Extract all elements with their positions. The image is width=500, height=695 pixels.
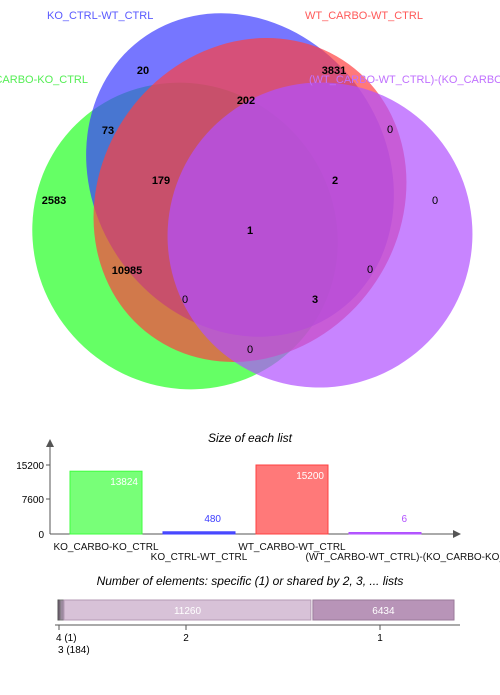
shared-segment-value-2: 11260: [174, 606, 202, 617]
venn-set-purple: [167, 82, 473, 388]
region-count-purple-only: 0: [432, 195, 438, 207]
shared-chart-label-four: 4 (1): [56, 633, 77, 644]
region-count-green-purple: 0: [247, 344, 253, 356]
size-bar-value-0: 13824: [110, 477, 138, 488]
size-bar-label-3: (WT_CARBO-WT_CTRL)-(KO_CARBO-KO_CTRL): [306, 552, 500, 563]
region-count-ko-wt-carbo: 202: [237, 95, 255, 107]
size-chart-y-arrow: [46, 439, 54, 447]
venn-label-ko-ctrl: KO_CTRL-WT_CTRL: [47, 10, 153, 22]
size-bar-label-0: KO_CARBO-KO_CTRL: [53, 542, 158, 553]
shared-chart: Number of elements: specific (1) or shar…: [55, 574, 460, 656]
shared-chart-label-three: 3 (184): [58, 645, 90, 656]
region-count-ko-ctrl-only: 20: [137, 65, 149, 77]
venn-region-counts: 20 3831 202 73 0 2583 179 2 0 1 10985 0 …: [42, 65, 438, 356]
size-chart-x-arrow: [453, 530, 461, 538]
region-count-green-only: 2583: [42, 195, 66, 207]
size-chart: Size of each list 15200 7600 0 13824 KO_C…: [16, 431, 500, 563]
region-count-ko-wt-purple: 2: [332, 175, 338, 187]
size-bar-value-1: 480: [204, 514, 221, 525]
shared-segment-3: [59, 599, 65, 621]
region-count-green-ko: 73: [102, 125, 114, 137]
size-bar-value-3: 6: [401, 514, 407, 525]
shared-segment-1: [312, 599, 455, 621]
venn-label-wt-carbo: WT_CARBO-WT_CTRL: [305, 10, 423, 22]
size-bar-1: [162, 531, 236, 535]
size-bar-label-2: WT_CARBO-WT_CTRL: [238, 542, 346, 553]
shared-segment-value-1: 6434: [372, 606, 395, 617]
shared-segment-2: [63, 599, 312, 621]
venn-diagram: [32, 13, 473, 390]
venn-label-purple: (WT_CARBO-WT_CTRL)-(KO_CARBO-KO_CTRL): [309, 74, 500, 86]
size-bar-label-1: KO_CTRL-WT_CTRL: [151, 552, 248, 563]
region-count-green-wt: 10985: [112, 265, 143, 277]
region-count-ko-purple: 0: [367, 264, 373, 276]
size-chart-ytick-mid: 7600: [22, 495, 45, 506]
region-count-green-wt-purple: 3: [312, 294, 318, 306]
size-chart-ytick-top: 15200: [16, 461, 44, 472]
size-bar-3: [348, 532, 422, 535]
region-count-green-ko-wt: 179: [152, 175, 170, 187]
size-bar-0: [69, 470, 143, 535]
size-bar-2: [255, 464, 329, 535]
size-chart-ytick-zero: 0: [38, 530, 44, 541]
shared-chart-label-one: 1: [377, 633, 383, 644]
shared-chart-label-two: 2: [183, 633, 189, 644]
region-count-wt-carbo-only: 3831: [322, 65, 346, 77]
region-count-all-four: 1: [247, 225, 253, 237]
venn-label-green: WT_CARBO-KO_CTRL: [0, 74, 88, 86]
shared-chart-title: Number of elements: specific (1) or shar…: [97, 574, 404, 588]
region-count-purple-wt-carbo: 0: [387, 124, 393, 136]
size-bar-value-2: 15200: [296, 471, 324, 482]
size-chart-title: Size of each list: [208, 431, 293, 445]
region-count-green-ko-purple: 0: [182, 294, 188, 306]
